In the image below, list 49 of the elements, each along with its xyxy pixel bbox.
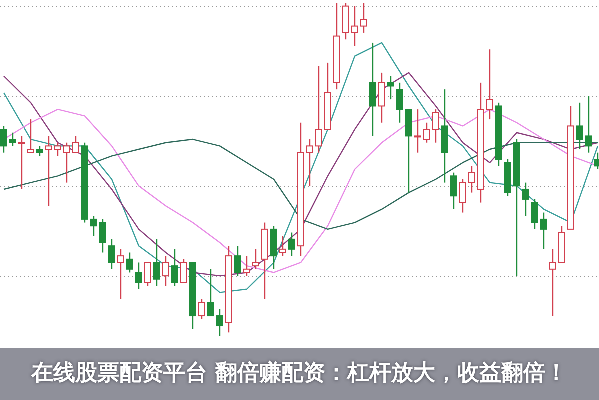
candlestick	[136, 262, 142, 290]
candlestick	[460, 178, 466, 214]
candlestick	[550, 248, 556, 317]
candlestick	[378, 72, 386, 124]
candlestick	[306, 138, 314, 187]
candlestick	[576, 102, 584, 150]
candlestick	[18, 136, 26, 190]
candlestick	[72, 136, 80, 154]
candlestick	[126, 252, 134, 274]
candlestick	[162, 255, 170, 287]
candlestick	[10, 132, 16, 147]
candlestick	[280, 236, 286, 257]
candlestick	[144, 262, 152, 287]
candlestick	[522, 182, 530, 217]
candlestick	[540, 212, 548, 250]
candlestick	[586, 96, 592, 154]
candlestick	[450, 172, 458, 210]
candlestick	[154, 238, 160, 287]
candlestick	[234, 245, 242, 277]
candlestick	[252, 248, 260, 270]
candlestick	[36, 146, 44, 157]
candlestick	[46, 136, 52, 207]
candlestick	[244, 255, 250, 277]
candlestick	[108, 238, 116, 270]
candlestick	[216, 308, 224, 337]
candlestick	[360, 2, 368, 34]
candlestick	[64, 142, 70, 184]
candlestick	[288, 232, 296, 257]
candlestick	[388, 76, 394, 100]
candlestick	[198, 298, 206, 320]
candlestick	[54, 142, 62, 157]
candlestick	[396, 82, 404, 124]
candlestick	[28, 118, 34, 154]
candlestick	[172, 248, 178, 287]
candlestick	[370, 42, 376, 137]
candlestick	[0, 126, 8, 154]
candlestick	[100, 218, 106, 254]
candlestick	[208, 268, 214, 317]
candlestick	[424, 122, 430, 144]
candlestick	[414, 108, 422, 154]
candlestick	[316, 66, 322, 154]
candlestick	[486, 49, 494, 120]
candlestick	[118, 248, 124, 300]
candlestick	[90, 216, 98, 237]
candlestick	[468, 166, 476, 194]
candlestick	[180, 258, 188, 284]
candlestick	[432, 108, 440, 144]
candlestick	[352, 6, 358, 47]
candlestick	[532, 198, 538, 230]
